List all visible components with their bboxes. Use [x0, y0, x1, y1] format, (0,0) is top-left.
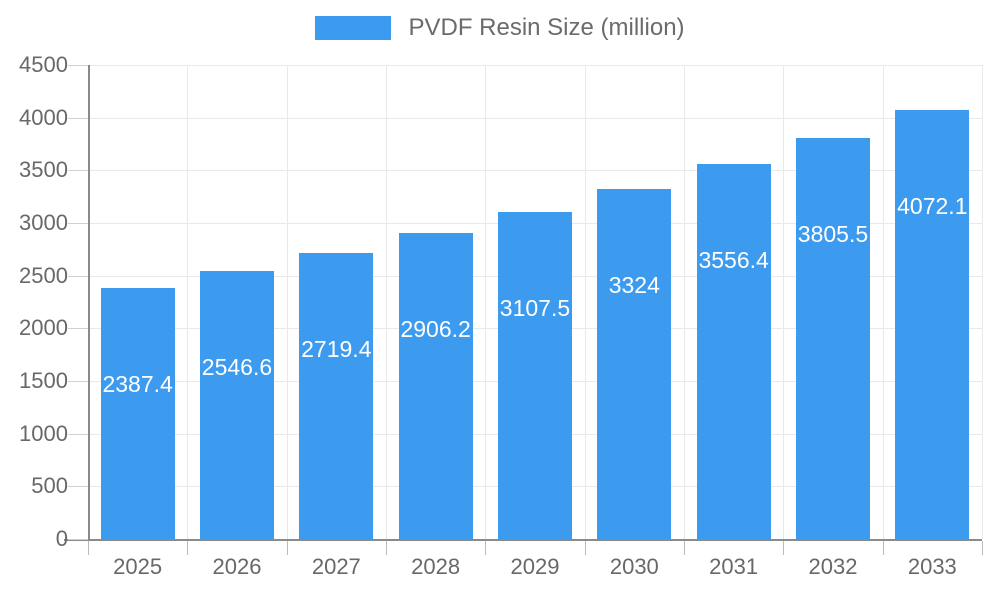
bar-value-label: 3556.4 — [698, 247, 769, 274]
bar[interactable] — [597, 188, 672, 539]
legend-item-pvdf-resin-size[interactable]: PVDF Resin Size (million) — [315, 14, 685, 41]
bar-value-label: 2546.6 — [201, 353, 273, 380]
x-axis-line — [64, 539, 982, 541]
bar[interactable] — [299, 252, 374, 539]
gridline-vertical — [883, 65, 884, 539]
bar-group: 3556.4 — [684, 65, 783, 539]
y-axis-tick-mark — [68, 117, 88, 119]
y-axis-tick-mark — [68, 275, 88, 277]
gridline-vertical — [187, 65, 188, 539]
x-axis-tick-mark — [386, 541, 387, 555]
y-axis-tick-mark — [68, 65, 88, 66]
y-axis-tick-mark — [68, 539, 88, 540]
x-axis-tick-mark — [585, 541, 586, 555]
y-axis-tick-label: 0 — [55, 526, 68, 551]
bar[interactable] — [398, 232, 473, 539]
x-axis-tick-label: 2028 — [411, 554, 461, 579]
gridline-vertical — [982, 65, 983, 539]
x-axis-tick-label: 2033 — [907, 554, 957, 579]
x-axis-tick-mark — [883, 541, 884, 555]
bar[interactable] — [199, 270, 274, 539]
y-axis-tick-mark — [68, 223, 88, 224]
gridline-horizontal — [88, 117, 982, 119]
bar[interactable] — [100, 287, 175, 539]
x-axis-tick-mark — [187, 541, 188, 555]
y-axis-tick-mark — [68, 328, 88, 330]
bar-group: 2546.6 — [187, 65, 286, 539]
bar[interactable] — [795, 138, 870, 539]
y-axis-tick-mark — [68, 170, 88, 172]
y-axis-tick-label: 3000 — [19, 210, 68, 235]
chart-legend: PVDF Resin Size (million) — [0, 0, 1000, 56]
bar-value-label: 3107.5 — [499, 294, 571, 321]
x-axis-tick-mark — [485, 541, 486, 555]
bar-group: 4072.1 — [883, 65, 982, 539]
y-axis-tick-label: 4500 — [19, 52, 68, 77]
x-axis-tick-mark — [684, 541, 685, 555]
bar-value-label: 2719.4 — [301, 335, 372, 362]
bar-group: 3805.5 — [783, 65, 882, 539]
y-axis-line — [88, 65, 90, 540]
bar-value-label: 3805.5 — [797, 221, 869, 248]
y-axis-tick-label: 1000 — [19, 420, 68, 446]
x-axis-tick-label: 2031 — [709, 554, 759, 579]
x-axis-tick-mark — [783, 541, 784, 555]
gridline-vertical — [585, 65, 586, 539]
x-axis-tick-label: 2029 — [510, 554, 560, 579]
bar-series-pvdf-resin-size: 2387.4 2546.6 2719.4 2906.2 3107.5 3324 3556.4… — [88, 65, 982, 539]
bar-group: 3324 — [585, 65, 684, 539]
bar-value-label: 4072.1 — [897, 193, 968, 220]
x-axis-tick-label: 2032 — [808, 554, 858, 579]
gridline-vertical — [684, 65, 685, 539]
x-axis-tick-label: 2025 — [113, 554, 163, 579]
bar-group: 2387.4 — [88, 65, 187, 539]
gridline-vertical — [783, 65, 784, 539]
bar[interactable] — [497, 211, 572, 539]
gridline-vertical — [485, 65, 486, 539]
bar-value-label: 3324 — [608, 271, 660, 298]
y-axis-tick-label: 3500 — [19, 157, 68, 183]
x-axis-tick-mark — [88, 541, 89, 555]
bar-value-label: 2906.2 — [400, 315, 471, 342]
x-axis-tick-label: 2030 — [609, 554, 659, 579]
bar-group: 3107.5 — [485, 65, 584, 539]
y-axis-tick-label: 2000 — [19, 315, 68, 341]
bar[interactable] — [895, 110, 970, 539]
y-axis-tick-mark — [68, 433, 88, 435]
bar-group: 2719.4 — [287, 65, 386, 539]
bar[interactable] — [696, 164, 771, 539]
gridline-vertical — [287, 65, 288, 539]
x-axis-tick-label: 2027 — [311, 554, 361, 579]
gridline-vertical — [386, 65, 387, 539]
bar-value-label: 2387.4 — [102, 370, 173, 397]
x-axis-tick-label: 2026 — [212, 554, 262, 579]
y-axis-tick-label: 500 — [31, 473, 68, 499]
y-axis-tick-mark — [68, 486, 88, 488]
x-axis-tick-mark — [287, 541, 288, 555]
gridline-horizontal — [88, 65, 982, 66]
y-axis-tick-label: 4000 — [19, 104, 68, 130]
y-axis-tick-label: 1500 — [19, 368, 68, 393]
legend-color-swatch-icon — [315, 16, 392, 40]
bar-group: 2906.2 — [386, 65, 485, 539]
x-axis-tick-mark — [982, 541, 983, 555]
y-axis-tick-mark — [68, 381, 88, 382]
legend-item-label: PVDF Resin Size (million) — [408, 14, 685, 41]
y-axis-tick-label: 2500 — [19, 262, 68, 288]
gridline-horizontal — [88, 170, 982, 172]
